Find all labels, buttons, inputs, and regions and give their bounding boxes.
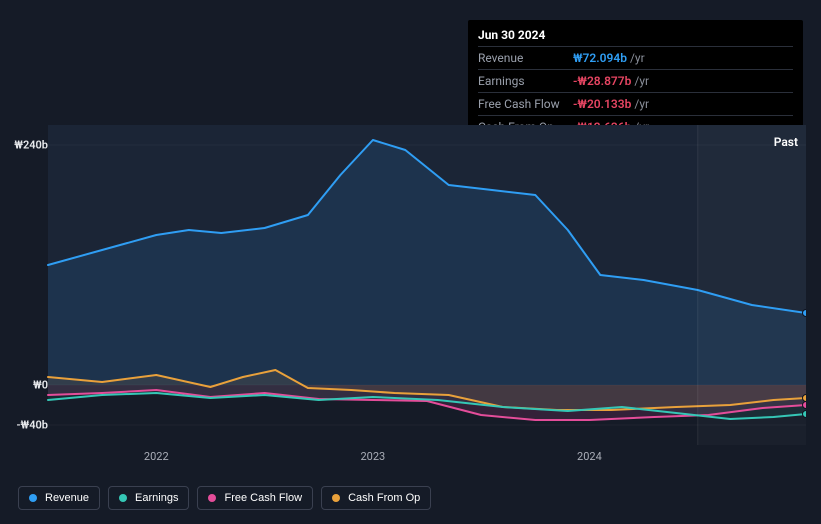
tooltip-row: Earnings-₩28.877b/yr <box>478 69 793 92</box>
legend-item-earnings[interactable]: Earnings <box>108 486 189 510</box>
chart-legend: Revenue Earnings Free Cash Flow Cash From O… <box>18 486 431 510</box>
legend-label: Free Cash Flow <box>224 492 302 504</box>
legend-item-cash_from_op[interactable]: Cash From Op <box>321 486 431 510</box>
tooltip-row: Revenue₩72.094b/yr <box>478 46 793 69</box>
past-label: Past <box>774 135 798 149</box>
y-axis-label: -₩40b <box>16 419 48 432</box>
tooltip-row: Free Cash Flow-₩20.133b/yr <box>478 92 793 115</box>
tooltip-metric-unit: /yr <box>630 49 645 67</box>
legend-dot-icon <box>119 494 127 502</box>
y-axis-label: ₩240b <box>14 139 48 152</box>
legend-dot-icon <box>332 494 340 502</box>
series-end-dot-revenue <box>803 310 807 317</box>
tooltip-metric-value: -₩28.877b <box>573 72 631 90</box>
legend-label: Revenue <box>45 492 89 504</box>
tooltip-date: Jun 30 2024 <box>478 26 793 44</box>
tooltip-metric-unit: /yr <box>634 95 649 113</box>
legend-label: Cash From Op <box>348 492 420 504</box>
financials-chart: ₩240b₩0-₩40bPast <box>18 125 806 470</box>
legend-dot-icon <box>29 494 37 502</box>
x-axis-label: 2023 <box>360 450 385 463</box>
x-axis-labels: 2022 2023 2024 <box>18 450 806 468</box>
legend-item-revenue[interactable]: Revenue <box>18 486 100 510</box>
legend-item-free_cash_flow[interactable]: Free Cash Flow <box>197 486 313 510</box>
tooltip-metric-label: Earnings <box>478 72 573 90</box>
tooltip-metric-label: Revenue <box>478 49 573 67</box>
tooltip-metric-unit: /yr <box>634 72 649 90</box>
x-axis-label: 2024 <box>577 450 602 463</box>
tooltip-metric-value: ₩72.094b <box>573 49 627 67</box>
tooltip-metric-value: -₩20.133b <box>573 95 631 113</box>
legend-dot-icon <box>208 494 216 502</box>
y-axis-label: ₩0 <box>33 379 48 392</box>
tooltip-metric-label: Free Cash Flow <box>478 95 573 113</box>
series-end-dot-cash_from_op <box>803 395 807 402</box>
legend-label: Earnings <box>135 492 178 504</box>
x-axis-label: 2022 <box>144 450 169 463</box>
series-end-dot-free_cash_flow <box>803 402 807 409</box>
chart-svg <box>18 125 806 445</box>
series-end-dot-earnings <box>803 411 807 418</box>
